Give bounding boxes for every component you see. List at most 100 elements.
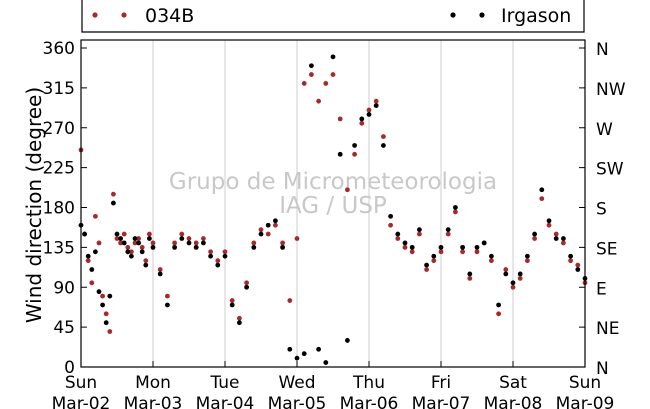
- point-irgason: [489, 253, 494, 259]
- point-irgason: [273, 218, 278, 224]
- point-irgason: [132, 236, 138, 241]
- y2-tick-label: SE: [596, 239, 618, 259]
- point-034b: [316, 98, 321, 104]
- point-irgason: [373, 103, 379, 108]
- point-034b: [517, 275, 523, 281]
- point-irgason: [409, 244, 415, 250]
- point-034b: [96, 240, 102, 246]
- y2-tick-label: N: [596, 359, 609, 379]
- point-034b: [553, 231, 559, 237]
- point-034b: [107, 329, 113, 334]
- point-irgason: [309, 63, 314, 69]
- series-layer: [78, 54, 588, 365]
- point-034b: [229, 298, 235, 303]
- point-034b: [525, 258, 530, 264]
- y2-tick-label: W: [596, 120, 613, 140]
- point-034b: [280, 240, 285, 246]
- x-tick-label-date: Mar-03: [124, 394, 183, 409]
- point-034b: [366, 107, 372, 113]
- y-tick-label: 0: [64, 358, 75, 378]
- x-tick-label-day: Mon: [135, 373, 171, 393]
- x-tick-label-date: Mar-06: [340, 394, 399, 409]
- point-034b: [503, 267, 509, 272]
- point-034b: [510, 284, 516, 290]
- point-irgason: [258, 231, 264, 237]
- point-irgason: [345, 338, 350, 343]
- point-034b: [150, 240, 156, 246]
- point-034b: [265, 231, 271, 237]
- point-irgason: [82, 231, 87, 237]
- point-034b: [118, 240, 123, 246]
- point-034b: [157, 267, 163, 272]
- point-irgason: [445, 227, 451, 233]
- point-034b: [323, 81, 329, 86]
- point-034b: [402, 244, 408, 250]
- point-034b: [132, 240, 138, 246]
- point-034b: [460, 249, 465, 255]
- point-034b: [438, 249, 444, 255]
- point-034b: [125, 244, 131, 250]
- y-tick-label: 270: [43, 119, 75, 139]
- point-034b: [359, 120, 365, 126]
- point-034b: [532, 236, 537, 241]
- point-irgason: [111, 200, 116, 206]
- point-034b: [287, 298, 293, 303]
- y-tick-label: 135: [43, 238, 75, 258]
- x-tick-label-date: Mar-07: [412, 394, 471, 409]
- point-034b: [301, 81, 307, 86]
- point-034b: [93, 213, 98, 219]
- point-034b: [424, 267, 429, 272]
- point-irgason: [157, 271, 163, 277]
- point-034b: [546, 222, 552, 228]
- point-irgason: [503, 271, 509, 277]
- legend-label-034b: 034B: [145, 5, 194, 27]
- point-irgason: [125, 249, 131, 255]
- point-034b: [539, 196, 545, 202]
- point-034b: [330, 72, 336, 77]
- x-tick-label-date: Mar-02: [52, 394, 111, 409]
- legend-marker-irgason-2: [479, 12, 485, 18]
- point-irgason: [96, 289, 102, 295]
- point-034b: [258, 227, 264, 233]
- watermark-line-1: Grupo de Micrometeorologia: [169, 169, 497, 195]
- point-irgason: [172, 244, 178, 250]
- point-034b: [431, 258, 437, 264]
- point-034b: [575, 262, 581, 268]
- point-irgason: [539, 187, 545, 193]
- point-034b: [445, 231, 451, 237]
- point-034b: [251, 240, 257, 246]
- legend-marker-034b-1: [92, 12, 98, 18]
- x-tick-label-day: Sun: [569, 373, 601, 393]
- point-irgason: [517, 271, 523, 277]
- point-irgason: [121, 240, 127, 246]
- point-034b: [136, 236, 142, 241]
- y2-tick-label: N: [596, 40, 609, 60]
- point-irgason: [186, 240, 192, 246]
- y-axis-label: Wind direction (degree): [22, 87, 46, 323]
- point-irgason: [139, 249, 145, 255]
- point-034b: [89, 280, 95, 286]
- x-tick-label-day: Tue: [209, 373, 239, 393]
- point-034b: [417, 231, 422, 237]
- point-irgason: [330, 54, 336, 60]
- point-irgason: [568, 253, 573, 259]
- point-irgason: [150, 244, 156, 250]
- point-irgason: [201, 240, 206, 246]
- y2-tick-label: NW: [596, 80, 626, 100]
- point-irgason: [294, 355, 300, 361]
- point-034b: [186, 236, 192, 241]
- x-tick-label-day: Wed: [278, 373, 315, 393]
- point-irgason: [229, 302, 235, 308]
- point-irgason: [546, 218, 552, 224]
- point-034b: [103, 311, 109, 317]
- point-irgason: [208, 253, 214, 259]
- y-tick-label: 180: [43, 199, 75, 219]
- point-irgason: [352, 143, 357, 148]
- point-irgason: [93, 249, 98, 255]
- point-irgason: [337, 151, 343, 157]
- point-irgason: [287, 346, 293, 352]
- legend-marker-irgason-1: [450, 12, 456, 18]
- legend-label-irgason: Irgason: [501, 5, 571, 27]
- point-034b: [85, 258, 91, 264]
